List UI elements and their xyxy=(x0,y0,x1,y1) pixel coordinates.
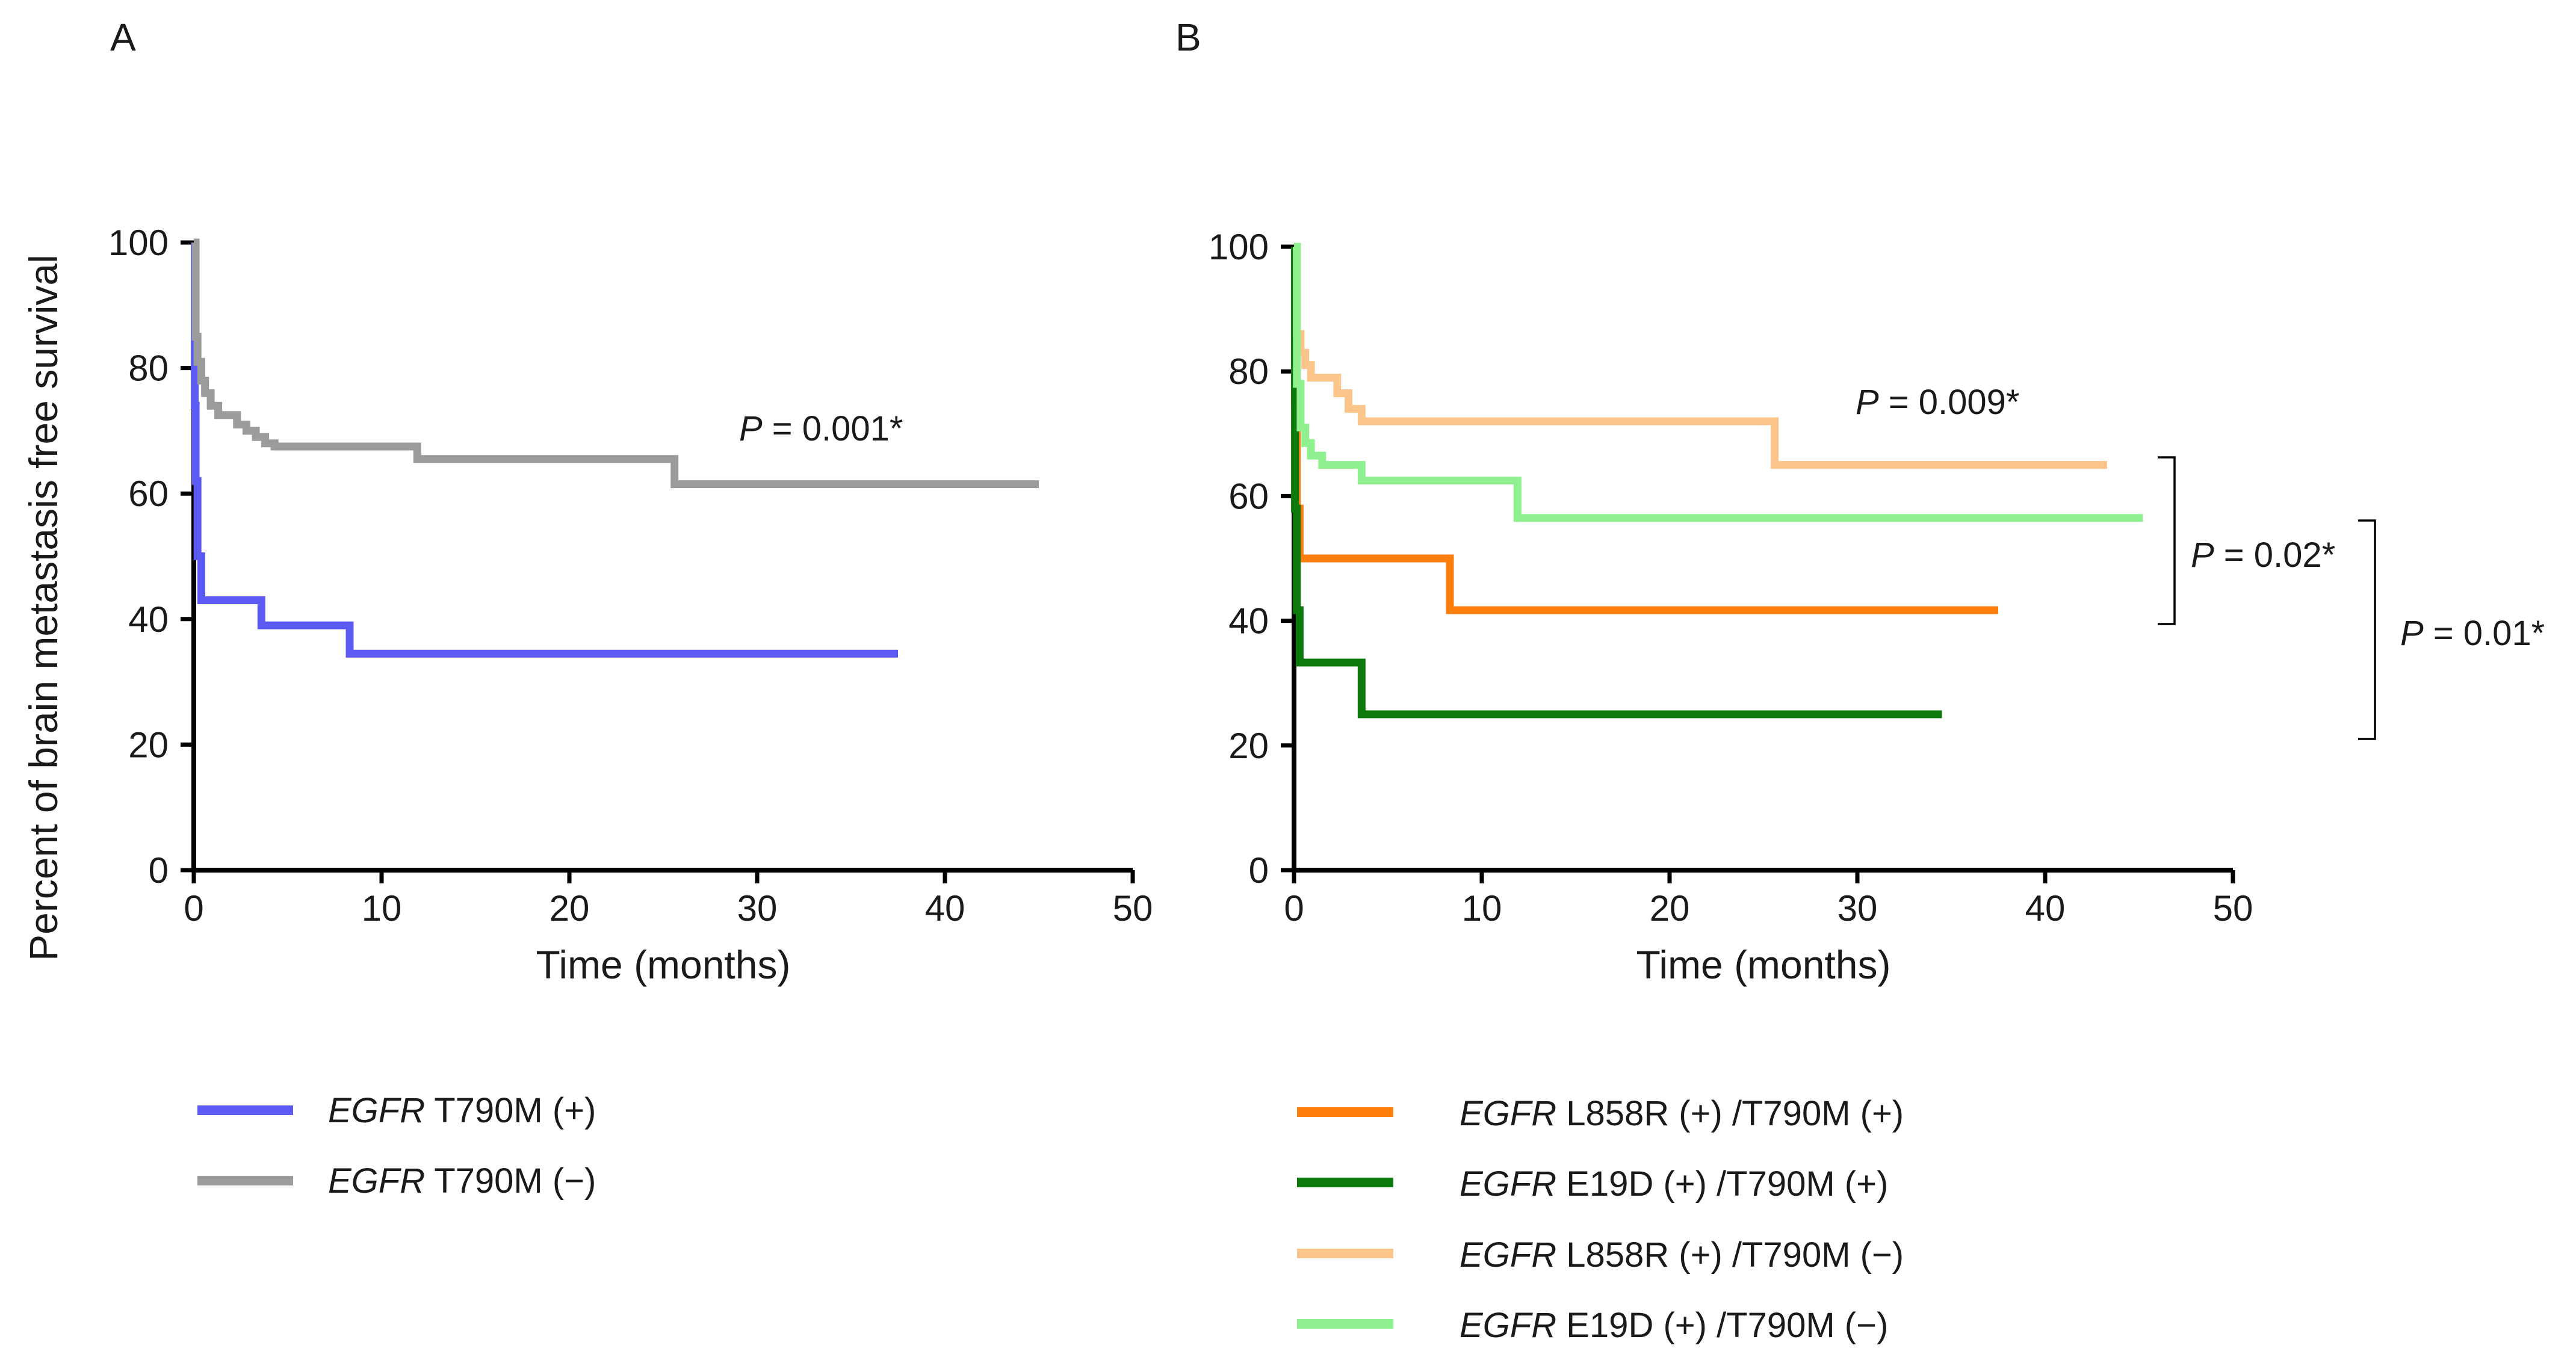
panel-a-survival-curves xyxy=(191,238,1039,658)
bracket-p002 xyxy=(2158,456,2176,625)
legend-label-l858r-t790m-pos: EGFR L858R (+) /T790M (+) xyxy=(1460,1094,1904,1133)
bracket-p002-label: P = 0.02* xyxy=(2191,536,2335,575)
y-tick-label: 0 xyxy=(1249,850,1269,891)
bracket-p001-label: P = 0.01* xyxy=(2400,614,2545,653)
x-axis-title: Time (months) xyxy=(1636,942,1891,987)
y-tick-label: 60 xyxy=(1228,476,1269,516)
curve-egfr-t790m xyxy=(191,238,1039,489)
curve-egfr-l858r-t790m xyxy=(1291,243,1998,614)
y-tick-label: 100 xyxy=(1209,227,1269,267)
x-tick-label: 50 xyxy=(2213,888,2253,929)
panel-b-brackets: P = 0.02* P = 0.01* xyxy=(2158,456,2545,740)
y-tick-label: 80 xyxy=(1228,351,1269,392)
y-tick-label: 100 xyxy=(108,223,169,263)
y-tick-label: 40 xyxy=(1228,601,1269,641)
y-tick-label: 60 xyxy=(128,474,169,514)
x-tick-label: 30 xyxy=(1838,888,1878,929)
panel-b: B 0 20 40 60 80 100 0 10 20 30 40 50 Time (months) P… xyxy=(1175,16,2545,1345)
legend-label-l858r-t790m-neg: EGFR L858R (+) /T790M (−) xyxy=(1460,1235,1904,1275)
x-tick-label: 0 xyxy=(1284,888,1304,929)
panel-b-survival-curves xyxy=(1291,243,2143,719)
panel-b-p-value: P = 0.009* xyxy=(1856,383,2020,422)
legend-label-t790m-pos: EGFR T790M (+) xyxy=(328,1091,596,1130)
x-tick-label: 40 xyxy=(2025,888,2066,929)
legend-label-e19d-t790m-pos: EGFR E19D (+) /T790M (+) xyxy=(1460,1164,1888,1204)
panel-a-ylabel: Percent of brain metastasis free surviva… xyxy=(21,255,66,961)
x-tick-label: 10 xyxy=(362,888,402,929)
curve-egfr-l858r-t790m xyxy=(1293,243,2107,469)
y-tick-label: 80 xyxy=(128,348,169,389)
panel-a-label: A xyxy=(110,16,136,59)
x-tick-label: 20 xyxy=(550,888,590,929)
x-tick-label: 50 xyxy=(1113,888,1153,929)
curve-egfr-e19d-t790m xyxy=(1293,243,2143,522)
curve-egfr-t790m xyxy=(191,238,898,658)
panel-a-p-value: P = 0.001* xyxy=(739,409,903,448)
legend-label-e19d-t790m-neg: EGFR E19D (+) /T790M (−) xyxy=(1460,1306,1888,1345)
bracket-p001 xyxy=(2358,519,2376,740)
panel-a: A Percent of brain metastasis free survi… xyxy=(21,16,1153,1201)
panel-a-legend: EGFR T790M (+) EGFR T790M (−) xyxy=(197,1091,596,1201)
panel-b-legend: EGFR L858R (+) /T790M (+) EGFR E19D (+) … xyxy=(1297,1094,1904,1345)
x-axis-title: Time (months) xyxy=(536,942,791,987)
x-tick-label: 10 xyxy=(1462,888,1502,929)
x-tick-label: 0 xyxy=(184,888,203,929)
y-tick-label: 40 xyxy=(128,599,169,640)
x-tick-label: 20 xyxy=(1650,888,1690,929)
y-tick-label: 20 xyxy=(1228,726,1269,766)
legend-label-t790m-neg: EGFR T790M (−) xyxy=(328,1161,596,1201)
y-tick-label: 20 xyxy=(128,725,169,765)
x-tick-label: 40 xyxy=(925,888,965,929)
x-tick-label: 30 xyxy=(737,888,778,929)
y-tick-label: 0 xyxy=(149,850,169,891)
panel-b-label: B xyxy=(1175,16,1201,59)
